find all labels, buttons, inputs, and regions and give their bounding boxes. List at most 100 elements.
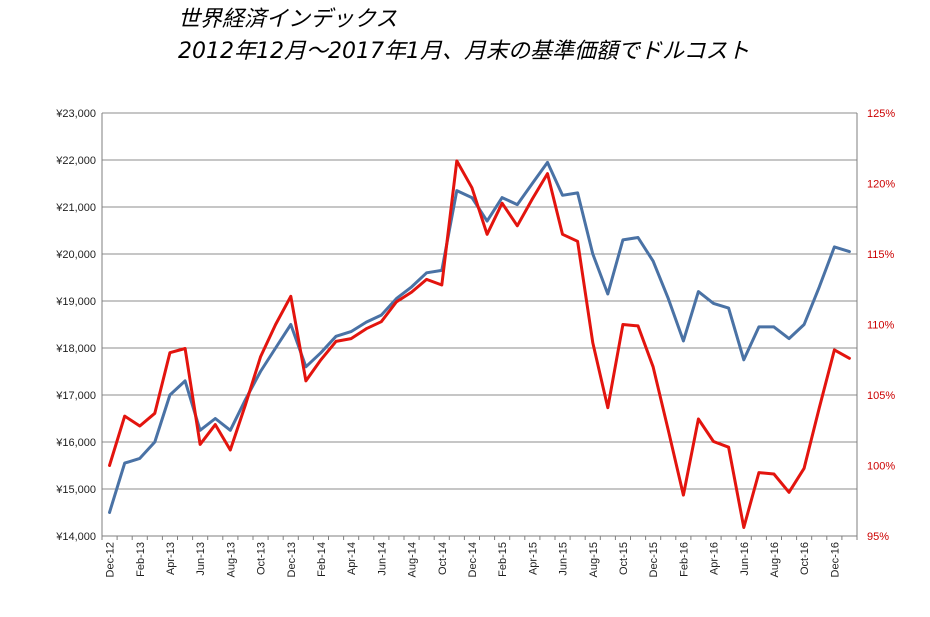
x-tick-label: Oct-15 — [618, 542, 630, 575]
left-tick-label: ¥14,000 — [55, 531, 96, 543]
data-point — [425, 278, 428, 281]
data-point — [757, 471, 761, 474]
x-tick-label: Feb-14 — [316, 542, 328, 577]
data-point — [198, 443, 202, 446]
data-point — [727, 445, 730, 449]
data-point — [531, 197, 534, 201]
data-point — [229, 429, 232, 432]
data-point — [380, 320, 383, 323]
data-point — [123, 414, 126, 418]
left-tick-label: ¥15,000 — [55, 484, 96, 496]
data-point — [697, 290, 700, 293]
x-tick-label: Aug-16 — [769, 542, 781, 577]
data-point — [365, 320, 368, 324]
right-tick-label: 95% — [867, 531, 889, 543]
series-lines — [108, 159, 851, 529]
data-point — [304, 379, 308, 383]
data-point — [591, 252, 594, 256]
data-point — [410, 285, 413, 289]
left-tick-label: ¥21,000 — [55, 202, 96, 214]
data-point — [349, 337, 353, 340]
data-point — [818, 285, 821, 289]
data-point — [168, 393, 172, 397]
x-tick-label: Jun-16 — [739, 542, 751, 576]
right-tick-label: 110% — [867, 320, 895, 332]
gridlines — [102, 112, 857, 490]
data-point — [546, 172, 549, 175]
left-tick-label: ¥20,000 — [55, 249, 96, 261]
data-point — [606, 406, 610, 409]
x-tick-label: Apr-16 — [709, 542, 721, 575]
x-tick-label: Jun-15 — [558, 542, 570, 576]
data-point — [682, 493, 685, 497]
data-point — [802, 323, 806, 326]
data-point — [742, 526, 745, 529]
data-point — [500, 202, 504, 205]
x-tick-label: Aug-15 — [588, 542, 600, 577]
x-tick-label: Jun-14 — [376, 542, 388, 576]
data-point — [274, 346, 277, 350]
x-tick-label: Apr-14 — [346, 542, 358, 575]
data-point — [214, 423, 217, 426]
x-tick-label: Oct-14 — [437, 542, 449, 575]
data-point — [697, 417, 700, 421]
data-point — [470, 186, 474, 189]
right-axis-ticks: 95% 100% 105% 110% 115% 120% 125% — [867, 108, 895, 543]
right-tick-label: 120% — [867, 179, 895, 191]
data-point — [183, 347, 187, 350]
x-tick-label: Apr-15 — [527, 542, 539, 575]
axes — [101, 113, 858, 540]
data-point — [667, 429, 670, 432]
data-point — [651, 365, 655, 368]
x-tick-label: Feb-13 — [135, 542, 147, 577]
x-tick-label: Aug-13 — [225, 542, 237, 577]
data-point — [289, 295, 292, 298]
x-tick-label: Apr-13 — [165, 542, 177, 575]
x-axis-ticks: Dec-12 Feb-13 Apr-13 Jun-13 Aug-13 Oct-13 Dec-… — [105, 542, 842, 577]
chart-title: 世界経済インデックス 2012年12月～2017年1月、月末の基準価額でドルコス… — [178, 4, 918, 68]
data-point — [455, 189, 459, 192]
data-point — [259, 370, 262, 373]
data-point — [712, 440, 715, 443]
title-line-1: 世界経済インデックス — [178, 7, 398, 32]
data-point — [289, 323, 292, 326]
data-point — [380, 313, 383, 317]
left-tick-label: ¥16,000 — [55, 437, 96, 449]
data-point — [516, 224, 519, 227]
data-point — [214, 417, 217, 420]
data-point — [304, 365, 308, 368]
data-point — [410, 290, 413, 294]
data-point — [516, 203, 519, 206]
data-point — [667, 297, 670, 300]
x-tick-label: Dec-13 — [286, 542, 298, 577]
data-point — [319, 358, 323, 361]
data-point — [395, 297, 398, 300]
data-point — [742, 358, 745, 361]
data-point — [274, 323, 277, 326]
data-point — [455, 159, 459, 163]
right-tick-label: 105% — [867, 390, 895, 402]
data-point — [576, 191, 579, 195]
data-point — [153, 412, 157, 415]
data-point — [712, 302, 715, 305]
x-tick-label: Feb-15 — [497, 542, 509, 577]
data-point — [349, 330, 353, 333]
data-point — [425, 271, 428, 274]
data-point — [531, 182, 534, 185]
data-point — [198, 429, 202, 432]
data-point — [153, 440, 157, 444]
data-point — [636, 324, 640, 328]
data-point — [591, 341, 594, 345]
data-point — [621, 323, 625, 326]
data-point — [772, 472, 776, 476]
data-point — [334, 335, 338, 338]
x-tick-label: Feb-16 — [678, 542, 690, 577]
data-point — [621, 238, 625, 242]
data-point — [787, 337, 791, 340]
data-point — [395, 300, 398, 304]
data-point — [500, 196, 504, 199]
right-tick-label: 115% — [867, 249, 895, 261]
data-point — [757, 325, 761, 329]
data-point — [123, 461, 126, 465]
